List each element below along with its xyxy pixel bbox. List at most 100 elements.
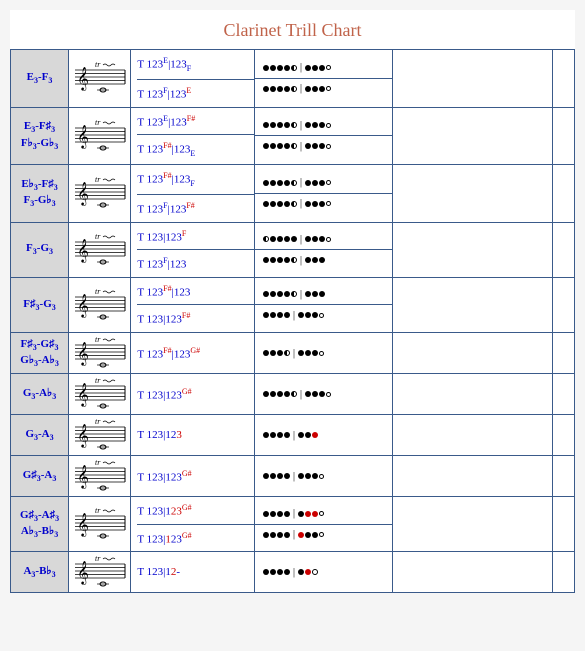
- note-range-label: F♯3-G3: [11, 277, 69, 332]
- fingering-diagram-row: |: [255, 386, 392, 402]
- svg-text:tr: tr: [95, 175, 101, 184]
- table-row: E3-F♯3F♭3-G♭3 𝄞 tr T 123E|123F#T 123F#|123E…: [11, 107, 575, 165]
- empty-cell: [552, 333, 574, 374]
- table-row: E3-F3𝄞trT 123E|123FT 123F|123E||: [11, 50, 575, 108]
- empty-cell: [552, 497, 574, 552]
- svg-text:tr: tr: [95, 335, 101, 344]
- staff-notation: 𝄞 tr: [69, 497, 131, 552]
- svg-text:𝄞: 𝄞: [77, 343, 89, 366]
- fingering-diagram: |: [254, 374, 392, 415]
- empty-cell: [393, 374, 552, 415]
- svg-text:𝄞: 𝄞: [77, 126, 89, 149]
- empty-cell: [552, 165, 574, 223]
- fingering-text: T 123|123G#: [131, 374, 255, 415]
- fingering-text: T 123F#|123G#: [131, 333, 255, 374]
- fingering-diagram: ||: [254, 277, 392, 332]
- table-row: G♯3-A3𝄞trT 123|123G#|: [11, 456, 575, 497]
- chart-title: Clarinet Trill Chart: [10, 10, 575, 49]
- svg-text:𝄞: 𝄞: [77, 68, 89, 91]
- empty-cell: [393, 222, 552, 277]
- svg-text:tr: tr: [95, 118, 101, 127]
- svg-text:tr: tr: [95, 287, 101, 296]
- fingering-text: T 123|123: [131, 415, 255, 456]
- empty-cell: [393, 165, 552, 223]
- staff-notation: 𝄞 tr: [69, 333, 131, 374]
- table-row: G3-A3𝄞trT 123|123|: [11, 415, 575, 456]
- table-row: G♯3-A♯3A♭3-B♭3𝄞trT 123|123G#T 123|123G#|…: [11, 497, 575, 552]
- staff-notation: 𝄞 tr: [69, 552, 131, 593]
- svg-text:𝄞: 𝄞: [77, 425, 89, 448]
- fingering-diagram-row: |: [255, 60, 392, 76]
- svg-text:tr: tr: [95, 60, 101, 69]
- table-row: A3-B♭3𝄞trT 123|12-|: [11, 552, 575, 593]
- fingering-text: T 123F#|123FT 123F|123F#: [131, 165, 255, 223]
- empty-cell: [552, 50, 574, 108]
- trill-table: E3-F3𝄞trT 123E|123FT 123F|123E||E3-F♯3F♭…: [10, 49, 575, 593]
- fingering-text: T 123|12-: [131, 552, 255, 593]
- fingering-diagram: ||: [254, 497, 392, 552]
- fingering-diagram: ||: [254, 50, 392, 108]
- empty-cell: [552, 456, 574, 497]
- note-range-label: F♯3-G♯3G♭3-A♭3: [11, 333, 69, 374]
- empty-cell: [393, 456, 552, 497]
- table-row: E♭3-F♯3F3-G♭3𝄞trT 123F#|123FT 123F|123F#…: [11, 165, 575, 223]
- fingering-diagram: ||: [254, 222, 392, 277]
- svg-text:𝄞: 𝄞: [77, 240, 89, 263]
- empty-cell: [393, 552, 552, 593]
- empty-cell: [552, 374, 574, 415]
- fingering-diagram-row: |: [255, 564, 392, 580]
- svg-text:𝄞: 𝄞: [77, 514, 89, 537]
- fingering-text: T 123|123FT 123F|123: [131, 222, 255, 277]
- note-range-label: F3-G3: [11, 222, 69, 277]
- svg-text:tr: tr: [95, 458, 101, 467]
- empty-cell: [393, 497, 552, 552]
- fingering-diagram: ||: [254, 165, 392, 223]
- fingering-diagram-row: |: [255, 138, 392, 154]
- svg-text:𝄞: 𝄞: [77, 295, 89, 318]
- table-row: F♯3-G3𝄞trT 123F#|123T 123|123F#||: [11, 277, 575, 332]
- fingering-diagram-row: |: [255, 506, 392, 522]
- staff-notation: 𝄞 tr: [69, 50, 131, 108]
- staff-notation: 𝄞 tr: [69, 415, 131, 456]
- fingering-diagram: |: [254, 456, 392, 497]
- table-row: G3-A♭3𝄞trT 123|123G#|: [11, 374, 575, 415]
- empty-cell: [552, 222, 574, 277]
- fingering-diagram: |: [254, 415, 392, 456]
- empty-cell: [393, 50, 552, 108]
- svg-text:𝄞: 𝄞: [77, 466, 89, 489]
- fingering-diagram-row: |: [255, 307, 392, 323]
- fingering-diagram-row: |: [255, 81, 392, 97]
- fingering-diagram-row: |: [255, 231, 392, 247]
- svg-text:tr: tr: [95, 376, 101, 385]
- empty-cell: [552, 277, 574, 332]
- fingering-diagram: |: [254, 552, 392, 593]
- staff-notation: 𝄞 tr: [69, 107, 131, 165]
- fingering-text: T 123E|123F#T 123F#|123E: [131, 107, 255, 165]
- svg-text:tr: tr: [95, 417, 101, 426]
- svg-text:𝄞: 𝄞: [77, 384, 89, 407]
- fingering-diagram-row: |: [255, 427, 392, 443]
- fingering-diagram-row: |: [255, 252, 392, 268]
- note-range-label: E♭3-F♯3F3-G♭3: [11, 165, 69, 223]
- fingering-diagram-row: |: [255, 468, 392, 484]
- svg-text:tr: tr: [95, 554, 101, 563]
- note-range-label: E3-F♯3F♭3-G♭3: [11, 107, 69, 165]
- table-row: F3-G3𝄞trT 123|123FT 123F|123||: [11, 222, 575, 277]
- fingering-diagram-row: |: [255, 196, 392, 212]
- empty-cell: [552, 107, 574, 165]
- svg-text:𝄞: 𝄞: [77, 562, 89, 585]
- fingering-text: T 123E|123FT 123F|123E: [131, 50, 255, 108]
- fingering-diagram: ||: [254, 107, 392, 165]
- svg-text:tr: tr: [95, 506, 101, 515]
- svg-text:tr: tr: [95, 232, 101, 241]
- empty-cell: [393, 107, 552, 165]
- staff-notation: 𝄞 tr: [69, 456, 131, 497]
- staff-notation: 𝄞 tr: [69, 222, 131, 277]
- empty-cell: [393, 415, 552, 456]
- empty-cell: [552, 415, 574, 456]
- fingering-diagram-row: |: [255, 286, 392, 302]
- empty-cell: [393, 333, 552, 374]
- fingering-diagram: |: [254, 333, 392, 374]
- fingering-diagram-row: |: [255, 527, 392, 543]
- fingering-text: T 123|123G#T 123|123G#: [131, 497, 255, 552]
